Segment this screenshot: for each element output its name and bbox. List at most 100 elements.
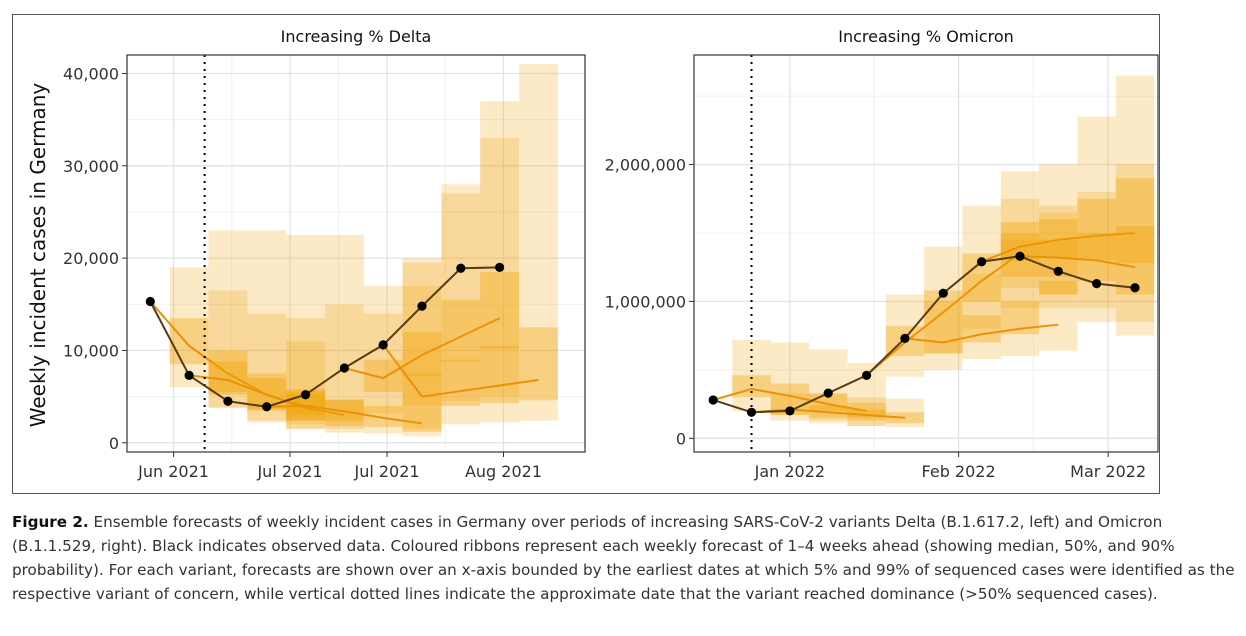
y-tick-label: 2,000,000 bbox=[605, 156, 686, 175]
observed-point bbox=[417, 301, 427, 311]
x-tick-label: Mar 2022 bbox=[1070, 462, 1146, 481]
x-tick-label: Jun 2021 bbox=[137, 462, 209, 481]
ribbon-90 bbox=[1077, 191, 1116, 322]
y-tick-label: 30,000 bbox=[63, 157, 119, 176]
y-tick-label: 0 bbox=[109, 434, 119, 453]
ribbon-90 bbox=[480, 101, 520, 423]
caption-text: Ensemble forecasts of weekly incident ca… bbox=[12, 513, 1235, 603]
forecast-median-line bbox=[712, 388, 867, 412]
chart-title: Increasing % Omicron bbox=[838, 27, 1014, 46]
forecast-median-line bbox=[382, 344, 539, 398]
ribbon-50 bbox=[286, 393, 325, 416]
observed-point bbox=[262, 402, 272, 412]
forecast-median-line bbox=[904, 323, 1059, 344]
y-axis-label: Weekly incident cases in Germany bbox=[26, 83, 50, 428]
observed-point bbox=[708, 395, 718, 405]
y-tick-label: 40,000 bbox=[63, 64, 119, 83]
observed-point bbox=[456, 263, 466, 273]
observed-point bbox=[900, 333, 910, 343]
forecast-median-line bbox=[344, 317, 501, 380]
observed-point bbox=[145, 296, 155, 307]
ribbon-90 bbox=[809, 349, 848, 421]
x-tick-label: Jul 2021 bbox=[256, 462, 322, 481]
ribbon-50 bbox=[441, 359, 481, 406]
ribbon-90 bbox=[363, 285, 403, 434]
ribbon-90 bbox=[1115, 75, 1155, 322]
observed-point bbox=[1053, 266, 1063, 276]
observed-point bbox=[977, 257, 987, 267]
ribbon-50 bbox=[1000, 222, 1040, 277]
forecast-median-line bbox=[266, 404, 423, 425]
observed-line bbox=[149, 266, 500, 408]
observed-point bbox=[746, 407, 757, 417]
chart-panel-1: Increasing % Delta 0 10,000 20,000 30,000 40,… bbox=[63, 27, 586, 481]
x-tick-label: Feb 2022 bbox=[922, 462, 996, 481]
y-tick-label: 10,000 bbox=[63, 341, 119, 360]
plot-area bbox=[694, 55, 1158, 452]
observed-line bbox=[712, 255, 1136, 414]
ribbon-90 bbox=[962, 274, 1001, 359]
ribbon-90 bbox=[402, 258, 442, 406]
y-tick-label: 0 bbox=[676, 429, 686, 448]
caption-label: Figure 2. bbox=[12, 513, 89, 531]
y-tick-label: 1,000,000 bbox=[605, 292, 686, 311]
observed-point bbox=[495, 262, 505, 272]
x-tick-label: Jan 2022 bbox=[754, 462, 825, 481]
ribbon-50 bbox=[1077, 232, 1116, 281]
ribbon-90 bbox=[441, 193, 481, 402]
observed-point bbox=[1092, 279, 1102, 289]
plot-border bbox=[693, 54, 1159, 453]
ribbon-90 bbox=[519, 64, 558, 421]
ribbon-90 bbox=[962, 205, 1001, 329]
chart-title: Increasing % Delta bbox=[281, 27, 432, 46]
x-tick-label: Aug 2021 bbox=[465, 462, 542, 481]
ribbon-90 bbox=[1077, 116, 1116, 309]
observed-point bbox=[785, 406, 795, 416]
ribbon-50 bbox=[1039, 280, 1078, 295]
observed-point bbox=[223, 396, 233, 406]
observed-point bbox=[184, 370, 194, 380]
ribbon-90 bbox=[208, 290, 248, 408]
observed-point bbox=[378, 340, 388, 350]
observed-point bbox=[938, 288, 948, 298]
observed-point bbox=[823, 388, 833, 398]
x-tick-label: Jul 2021 bbox=[353, 462, 419, 481]
forecast-ribbons bbox=[712, 75, 1155, 428]
observed-point bbox=[861, 370, 872, 380]
y-tick-label: 20,000 bbox=[63, 249, 119, 268]
ribbon-90 bbox=[1000, 198, 1040, 288]
ribbon-90 bbox=[324, 235, 364, 433]
plot-border bbox=[126, 54, 586, 453]
ribbon-90 bbox=[169, 267, 209, 388]
ribbon-50 bbox=[1115, 178, 1155, 264]
chart-panel-2: Increasing % Omicron 0 1,000,000 2,000,000 J… bbox=[605, 27, 1159, 481]
forecast-median-line bbox=[188, 374, 345, 417]
ribbon-50 bbox=[363, 405, 403, 428]
ribbon-50 bbox=[169, 318, 209, 365]
ribbon-50 bbox=[480, 271, 520, 349]
ribbon-90 bbox=[924, 301, 963, 370]
ribbon-50 bbox=[480, 345, 520, 404]
forecast-median-line bbox=[865, 252, 1021, 377]
observed-point bbox=[1015, 251, 1025, 261]
observed-point bbox=[300, 390, 311, 400]
observed-point bbox=[1130, 283, 1140, 293]
ribbon-90 bbox=[847, 397, 886, 426]
ribbon-90 bbox=[1039, 212, 1078, 309]
forecast-median-line bbox=[981, 231, 1136, 263]
ribbon-50 bbox=[363, 359, 403, 392]
figure-svg: Weekly incident cases in Germany Increasi… bbox=[26, 27, 1159, 481]
ribbon-50 bbox=[962, 315, 1001, 343]
observed-point bbox=[339, 363, 349, 373]
forecast-median-line bbox=[1019, 255, 1136, 269]
ribbon-50 bbox=[402, 410, 442, 432]
forecast-ribbons bbox=[149, 64, 558, 437]
ribbon-90 bbox=[885, 398, 925, 428]
ribbon-90 bbox=[770, 342, 810, 416]
ribbon-90 bbox=[441, 184, 481, 425]
figure-caption: Figure 2. Ensemble forecasts of weekly i… bbox=[12, 510, 1237, 606]
ribbon-90 bbox=[1000, 171, 1040, 309]
ribbon-50 bbox=[519, 327, 558, 401]
ribbon-90 bbox=[1115, 164, 1155, 336]
ribbon-50 bbox=[1077, 198, 1116, 261]
